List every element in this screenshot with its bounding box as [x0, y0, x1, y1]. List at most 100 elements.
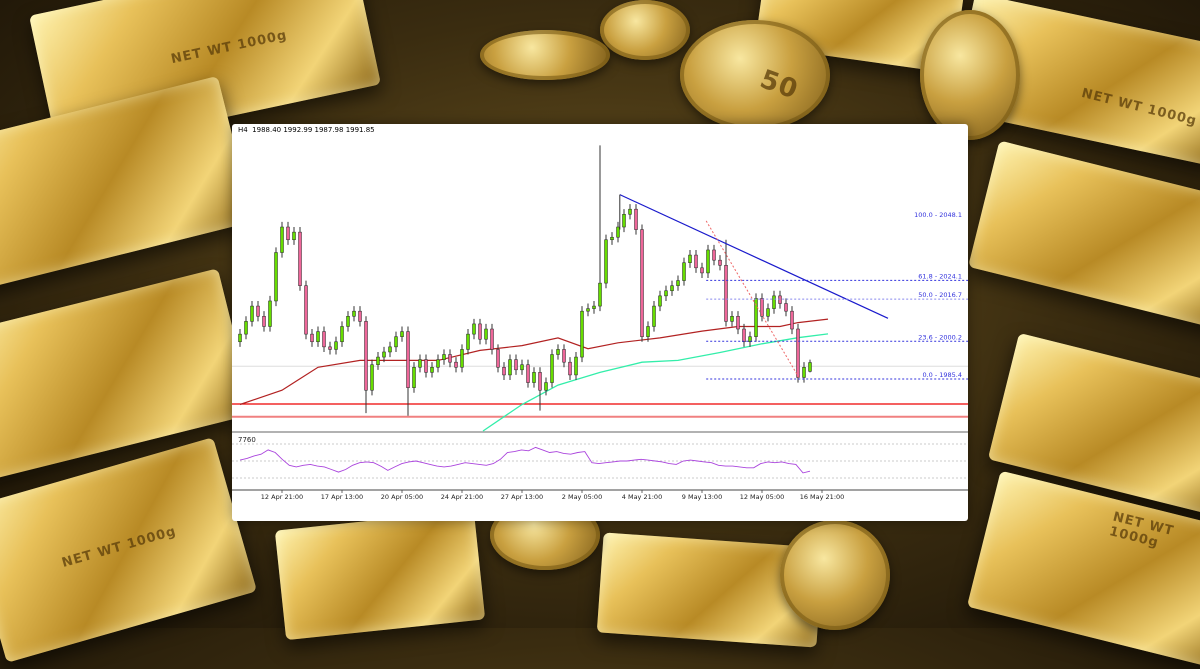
candle-body	[436, 359, 440, 368]
candle-body	[646, 326, 650, 337]
candle-body	[808, 362, 812, 372]
candle-body	[610, 236, 614, 241]
candle-body	[406, 331, 410, 388]
fibonacci-level-label: 61.8 - 2024.1	[918, 272, 962, 280]
candle-body	[664, 290, 668, 297]
trendline	[619, 194, 889, 319]
candle-body	[544, 382, 548, 391]
candle-body	[382, 351, 386, 358]
fibonacci-diagonal	[705, 220, 801, 380]
x-tick-label: 12 Apr 21:00	[261, 493, 303, 501]
price-chart: 100.0 - 2048.1 61.8 - 2024.1 50.0 - 2016.7…	[232, 145, 968, 501]
candle-body	[472, 323, 476, 335]
candle-body	[358, 310, 362, 322]
x-tick-label: 9 May 13:00	[682, 493, 722, 501]
candle-body	[514, 359, 518, 371]
candle-body	[526, 364, 530, 383]
candle-body	[700, 267, 704, 274]
gold-coin	[480, 30, 610, 80]
candle-body	[292, 231, 296, 241]
candle-body	[256, 305, 260, 317]
candle-body	[622, 214, 626, 228]
candle-body	[682, 262, 686, 281]
candle-body	[490, 328, 494, 350]
candle-body	[736, 316, 740, 330]
candle-body	[718, 259, 722, 266]
candle-body	[640, 229, 644, 337]
candle-body	[412, 367, 416, 388]
candle-body	[586, 308, 590, 312]
candle-body	[532, 372, 536, 383]
fibonacci-level-label: 23.6 - 2000.2	[918, 333, 962, 341]
candle-body	[430, 367, 434, 373]
candle-body	[484, 328, 488, 340]
candle-body	[580, 310, 584, 358]
x-tick-label: 20 Apr 05:00	[381, 493, 423, 501]
candle-body	[478, 323, 482, 340]
candle-body	[334, 341, 338, 350]
candle-body	[466, 333, 470, 350]
candle-body	[460, 349, 464, 368]
candle-body	[790, 310, 794, 330]
candle-body	[304, 285, 308, 335]
fibonacci-level-label: 100.0 - 2048.1	[914, 211, 962, 219]
candle-body	[322, 331, 326, 348]
x-tick-label: 4 May 21:00	[622, 493, 662, 501]
candle-body	[712, 249, 716, 261]
candle-body	[448, 354, 452, 363]
candle-body	[802, 367, 806, 378]
candle-body	[676, 280, 680, 286]
candle-body	[496, 349, 500, 368]
candle-body	[346, 316, 350, 327]
candle-body	[442, 354, 446, 360]
candle-body	[748, 336, 752, 343]
ohlc-readout: 1988.40 1992.99 1987.98 1991.85	[252, 126, 375, 134]
x-tick-label: 27 Apr 13:00	[501, 493, 543, 501]
candle-body	[520, 364, 524, 371]
candle-body	[772, 295, 776, 309]
x-tick-label: 24 Apr 21:00	[441, 493, 483, 501]
candle-body	[298, 231, 302, 286]
candle-body	[376, 356, 380, 365]
candle-body	[724, 265, 728, 322]
candle-body	[316, 331, 320, 343]
x-tick-label: 17 Apr 13:00	[321, 493, 363, 501]
candle-body	[760, 298, 764, 317]
candle-body	[364, 321, 368, 391]
candle-body	[706, 249, 710, 274]
candle-body	[328, 346, 332, 350]
gold-coin	[920, 10, 1020, 140]
candle-body	[550, 354, 554, 383]
candle-body	[244, 321, 248, 335]
candle-body	[394, 336, 398, 348]
candle-body	[730, 316, 734, 322]
candle-body	[754, 298, 758, 337]
fibonacci-level-label: 0.0 - 1985.4	[922, 371, 962, 379]
fibonacci-level-label: 50.0 - 2016.7	[918, 291, 962, 299]
chart-panel: H4 1988.40 1992.99 1987.98 1991.85 100.0…	[232, 124, 968, 521]
candle-body	[796, 328, 800, 378]
candle-body	[652, 305, 656, 327]
candle-body	[628, 208, 632, 215]
candle-body	[340, 326, 344, 343]
candle-body	[502, 367, 506, 376]
candle-body	[568, 361, 572, 376]
x-tick-label: 12 May 05:00	[740, 493, 785, 501]
candle-body	[670, 285, 674, 292]
gold-bar	[274, 509, 486, 641]
candle-body	[556, 349, 560, 355]
gold-bar	[0, 75, 254, 295]
candle-body	[310, 333, 314, 343]
candle-body	[352, 310, 356, 317]
candle-body	[778, 295, 782, 304]
gold-bar	[968, 140, 1200, 330]
rsi-line	[239, 446, 811, 474]
candle-body	[694, 254, 698, 269]
candle-body	[766, 308, 770, 317]
candle-body	[688, 254, 692, 263]
candle-body	[598, 282, 602, 307]
candle-body	[400, 331, 404, 337]
x-tick-label: 2 May 05:00	[562, 493, 602, 501]
candle-body	[538, 372, 542, 391]
candle-body	[616, 226, 620, 238]
